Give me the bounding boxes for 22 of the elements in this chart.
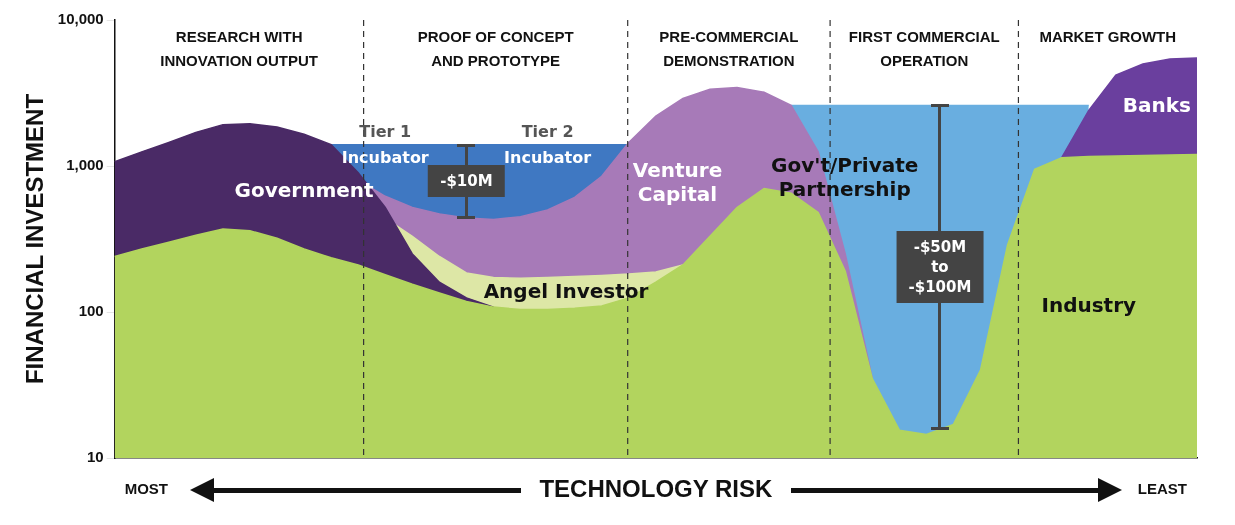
y-tick-label: 10,000 bbox=[57, 10, 104, 28]
annotation: -$50M to -$100M bbox=[896, 231, 984, 304]
text: MOST bbox=[124, 480, 169, 498]
annotation: MARKET GROWTH bbox=[1039, 28, 1177, 46]
annotation: RESEARCH WITH INNOVATION OUTPUT bbox=[160, 28, 319, 70]
series-label: Banks bbox=[1122, 92, 1191, 117]
y-axis-title: FINANCIAL INVESTMENT bbox=[21, 93, 49, 385]
annotation: Tier 1 Incubator bbox=[341, 121, 429, 167]
annotation: PROOF OF CONCEPT AND PROTOTYPE bbox=[417, 28, 574, 70]
annotation: Tier 2 Incubator bbox=[504, 121, 592, 167]
y-tick-label: 10 bbox=[86, 448, 104, 466]
series-label: Venture Capital bbox=[632, 158, 723, 207]
series-label: Industry bbox=[1041, 293, 1137, 318]
series-label: Government bbox=[234, 177, 375, 202]
text: LEAST bbox=[1137, 480, 1187, 498]
annotation: PRE-COMMERCIAL DEMONSTRATION bbox=[659, 28, 799, 70]
annotation: FIRST COMMERCIAL OPERATION bbox=[848, 28, 1000, 70]
series-label: Angel Investor bbox=[483, 278, 649, 303]
y-tick-label: 100 bbox=[78, 302, 104, 320]
annotation: -$10M bbox=[428, 165, 505, 198]
x-axis-title: TECHNOLOGY RISK bbox=[539, 474, 773, 502]
y-tick-label: 1,000 bbox=[66, 156, 104, 174]
